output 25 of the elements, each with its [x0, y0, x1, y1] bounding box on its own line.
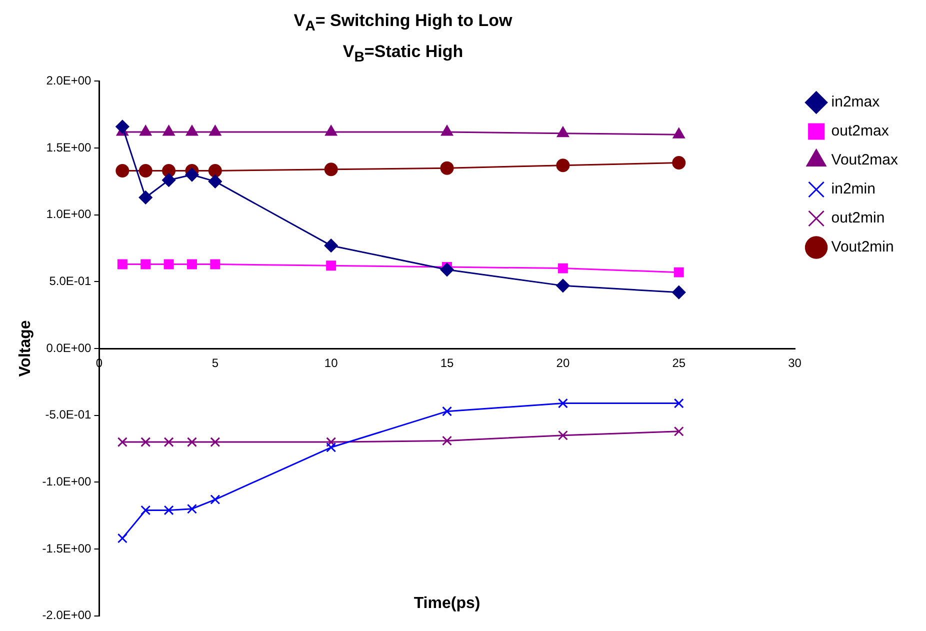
y-tick-label: -2.0E+00: [42, 608, 92, 622]
legend-label: in2max: [831, 93, 880, 110]
x-tick-label: 20: [556, 356, 570, 370]
x-tick-label: 15: [440, 356, 454, 370]
x-tick-label: 5: [212, 356, 219, 370]
y-tick-label: 2.0E+00: [46, 73, 92, 88]
x-tick-label: 30: [788, 356, 802, 370]
legend-label: out2min: [831, 209, 885, 226]
y-tick-label: -1.5E+00: [42, 541, 92, 556]
y-tick-label: -1.0E+00: [42, 474, 92, 488]
y-tick-label: 0.0E+00: [46, 340, 92, 355]
chart-title: V$_{A}$= Switching High to Low: [292, 10, 514, 36]
y-tick-label: -5.0E-01: [45, 407, 92, 422]
y-tick-label: 5.0E-01: [49, 274, 92, 288]
y-tick-label: 1.5E+00: [46, 140, 92, 154]
x-tick-label: 25: [672, 356, 686, 370]
legend-label: Vout2max: [831, 151, 898, 168]
x-axis-title: Time(ps): [414, 594, 480, 612]
legend-label: out2max: [831, 122, 890, 140]
chart-subtitle: V$_{B}$=Static High: [342, 41, 464, 68]
y-tick-label: 1.0E+00: [46, 206, 92, 221]
legend-label: Vout2min: [831, 238, 894, 256]
legend-label: in2min: [831, 180, 876, 198]
x-tick-label: 10: [324, 356, 338, 370]
y-axis-title: Voltage: [17, 320, 34, 377]
